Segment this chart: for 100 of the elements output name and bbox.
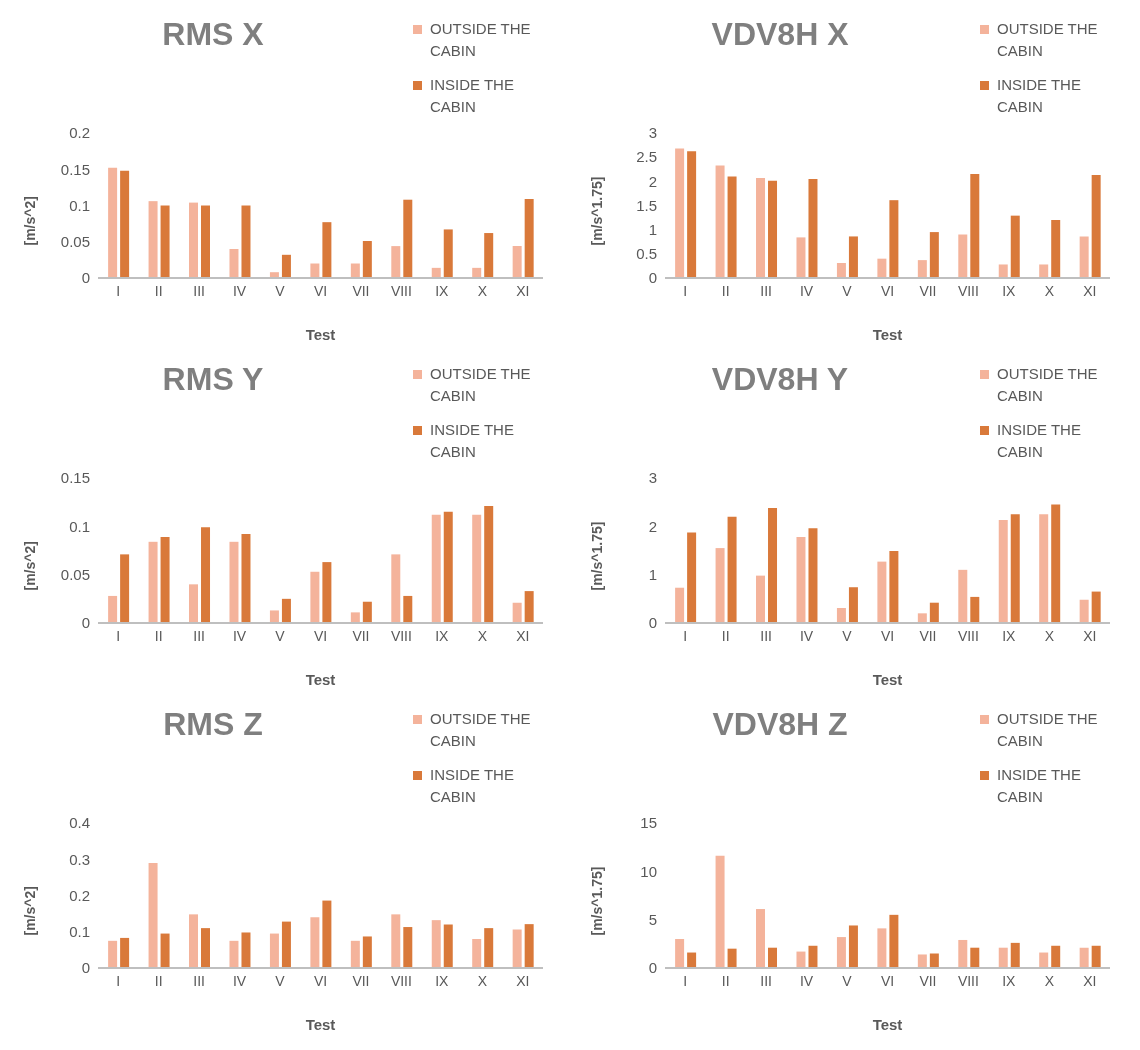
bar [1079,236,1089,278]
y-tick-label: 0 [648,959,657,977]
bar [484,506,494,623]
x-tick-label: VII [919,282,937,299]
bar [675,148,685,278]
x-tick-label: X [477,282,488,299]
bar [958,569,968,623]
x-tick-label: I [683,282,688,299]
x-tick-label: V [275,972,286,989]
bar [756,909,766,968]
x-tick-label: VII [352,282,370,299]
x-tick-label: VIII [390,627,412,644]
bar [877,258,887,278]
bar [269,933,279,968]
y-tick-label: 3 [648,469,657,487]
x-axis-title: Test [872,671,903,688]
x-tick-label: VIII [957,282,979,299]
bar [998,520,1008,623]
bar [310,917,320,968]
bar [768,180,778,278]
y-tick-label: 0 [648,614,657,632]
chart-title: RMS Y [161,361,265,398]
bar [524,591,534,623]
bar [1051,945,1061,968]
x-tick-label: III [193,282,205,299]
bar [229,541,239,623]
x-tick-label: V [842,972,853,989]
bar [160,205,170,278]
bar [512,929,522,968]
bar [431,920,441,968]
legend-label: OUTSIDE THE CABIN [997,364,1099,406]
bar [120,170,130,278]
x-tick-label: IX [435,972,450,989]
y-tick-label: 0.4 [69,814,90,832]
x-tick-label: IX [1002,972,1017,989]
bar [998,264,1008,278]
bar [350,612,360,623]
x-tick-label: IV [232,282,247,299]
bar [958,939,968,968]
bar [877,561,887,623]
bar [120,554,130,623]
bar [808,528,818,623]
x-tick-label: VIII [957,627,979,644]
legend-label: INSIDE THE CABIN [997,75,1082,117]
x-tick-label: I [683,627,688,644]
bar [1051,220,1061,278]
bar [796,951,806,968]
y-tick-label: 0.5 [636,245,657,263]
y-axis-title: [m/s^2] [21,196,38,246]
legend-label: INSIDE THE CABIN [430,765,515,807]
bar [727,176,737,278]
bar [958,234,968,278]
bar [322,222,332,278]
x-tick-label: VII [919,627,937,644]
y-tick-label: 3 [648,124,657,142]
x-tick-label: X [477,972,488,989]
bar [443,511,453,623]
bar [524,924,534,968]
x-tick-label: IV [799,972,814,989]
bar [403,199,413,278]
x-tick-label: VI [313,627,328,644]
bar [1079,599,1089,623]
bar [687,532,697,623]
chart-title: VDV8H X [710,16,850,53]
y-tick-label: 0 [648,269,657,287]
bar [836,608,846,623]
bar [241,205,251,278]
x-tick-label: III [193,972,205,989]
bar [1039,952,1049,968]
y-tick-label: 0.2 [69,124,90,142]
bar [148,541,158,623]
bar [281,921,291,968]
bar [362,241,372,278]
y-tick-label: 5 [648,910,657,928]
y-tick-label: 2 [648,517,657,535]
bar [484,233,494,278]
bar [727,948,737,968]
bar [189,584,199,623]
x-axis-title: Test [305,1016,336,1033]
bar [970,596,980,623]
bar [808,178,818,278]
x-tick-label: I [116,627,121,644]
bar [1010,514,1020,623]
bar [970,174,980,278]
bar [391,914,401,968]
y-tick-label: 0.05 [60,565,90,583]
x-axis-title: Test [305,671,336,688]
x-tick-label: XI [516,282,530,299]
bar [322,562,332,623]
bar [675,939,685,968]
bar [917,954,927,968]
y-tick-label: 1 [648,220,657,238]
x-tick-label: VIII [390,282,412,299]
bar [1079,947,1089,968]
bar [281,254,291,278]
y-axis-title: [m/s^1.75] [588,521,605,591]
x-tick-label: II [721,627,730,644]
bar [201,205,211,278]
x-tick-label: XI [1083,282,1097,299]
chart-title: RMS Z [162,706,264,743]
